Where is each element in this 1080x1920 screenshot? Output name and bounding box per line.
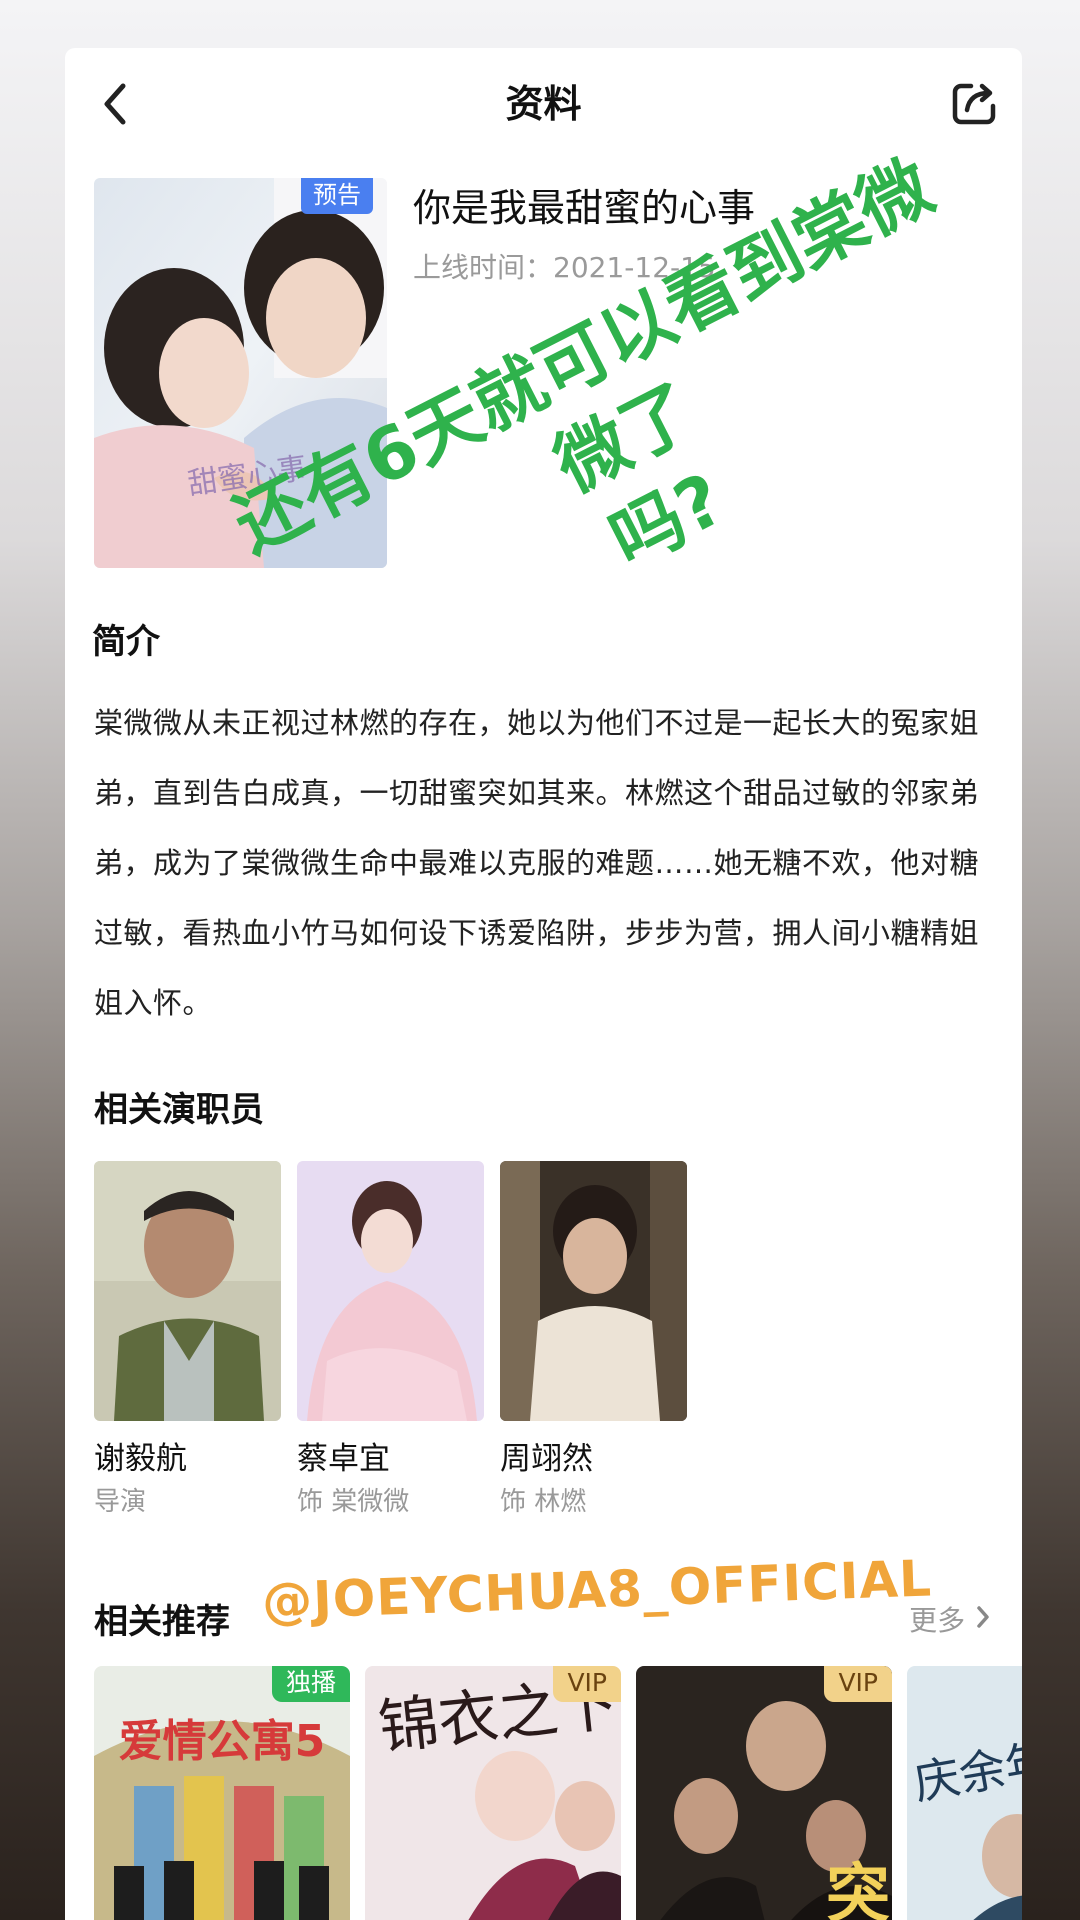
exclusive-badge: 独播 bbox=[271, 1666, 350, 1702]
more-label: 更多 bbox=[909, 1604, 966, 1637]
cast-role: 饰 棠微微 bbox=[297, 1487, 410, 1517]
recommend-poster: 锦衣之下 bbox=[365, 1666, 621, 1920]
cast-name: 蔡卓宜 bbox=[297, 1441, 390, 1477]
cast-heading: 相关演职员 bbox=[94, 1090, 264, 1130]
recommend-item[interactable]: 爱情公寓5 独播 bbox=[94, 1666, 350, 1920]
vip-badge: VIP bbox=[824, 1666, 892, 1702]
chevron-left-icon bbox=[104, 83, 126, 125]
more-link[interactable]: 更多 bbox=[909, 1601, 992, 1641]
recommend-poster: 突 bbox=[636, 1666, 892, 1920]
release-date: 2021-12-15 bbox=[553, 251, 716, 284]
cast-photo bbox=[500, 1161, 687, 1421]
page-title: 资料 bbox=[505, 82, 582, 126]
cast-card-actor[interactable]: 周翊然 饰 林燃 bbox=[500, 1161, 687, 1521]
recommend-item[interactable]: 锦衣之下 VIP bbox=[365, 1666, 621, 1920]
chevron-right-icon bbox=[974, 1601, 992, 1641]
synopsis-text: 棠微微从未正视过林燃的存在，她以为他们不过是一起长大的冤家姐弟，直到告白成真，一… bbox=[94, 706, 980, 1020]
recommend-item[interactable]: 突 VIP bbox=[636, 1666, 892, 1920]
cast-role: 导演 bbox=[94, 1487, 147, 1517]
cast-name: 周翊然 bbox=[500, 1441, 593, 1477]
cast-role: 饰 林燃 bbox=[500, 1487, 587, 1517]
vip-badge: VIP bbox=[553, 1666, 621, 1702]
drama-title: 你是我最甜蜜的心事 bbox=[413, 186, 756, 230]
recommend-poster-text: 爱情公寓5 bbox=[119, 1716, 326, 1767]
recommend-poster: 庆余年 bbox=[907, 1666, 1022, 1920]
cast-card-actress[interactable]: 蔡卓宜 饰 棠微微 bbox=[297, 1161, 484, 1521]
detail-card: 资料 甜蜜心事 预告 你是我最甜蜜的心事 bbox=[65, 48, 1022, 1920]
synopsis-heading: 简介 bbox=[92, 622, 160, 662]
recommend-poster: 爱情公寓5 bbox=[94, 1666, 350, 1920]
recommend-poster-text: 突 bbox=[826, 1858, 890, 1920]
recommend-heading: 相关推荐 bbox=[94, 1602, 230, 1642]
back-button[interactable] bbox=[95, 78, 139, 130]
cast-photo bbox=[297, 1161, 484, 1421]
share-button[interactable] bbox=[949, 78, 999, 128]
poster-image: 甜蜜心事 bbox=[94, 178, 387, 568]
cast-card-director[interactable]: 谢毅航 导演 bbox=[94, 1161, 281, 1521]
cast-name: 谢毅航 bbox=[94, 1441, 187, 1477]
recommend-item[interactable]: 庆余年 bbox=[907, 1666, 1022, 1920]
drama-poster[interactable]: 甜蜜心事 预告 bbox=[94, 178, 387, 568]
share-icon bbox=[952, 83, 996, 125]
cast-photo bbox=[94, 1161, 281, 1421]
trailer-badge: 预告 bbox=[301, 178, 373, 214]
release-info: 上线时间：2021-12-15 bbox=[413, 248, 716, 288]
release-label: 上线时间： bbox=[413, 251, 554, 284]
